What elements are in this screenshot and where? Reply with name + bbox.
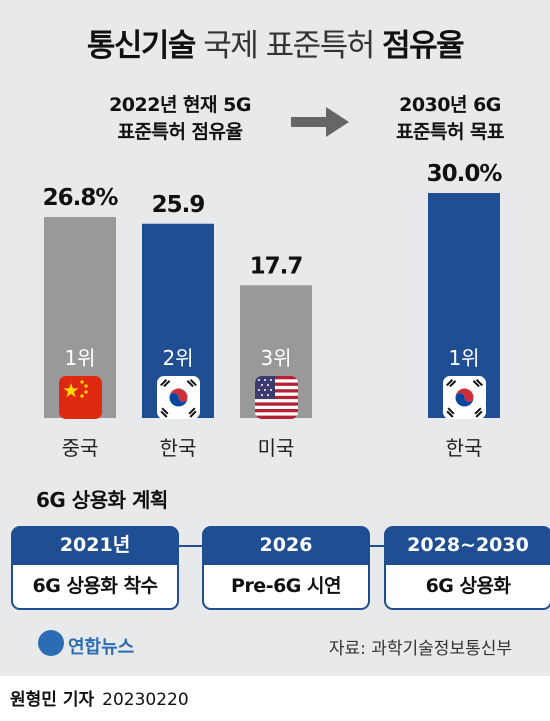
- rank-label-0: 1위: [64, 346, 95, 370]
- usa-flag-icon: [255, 376, 298, 419]
- logo-text: 연합뉴스: [68, 637, 135, 658]
- category-label-1: 한국: [160, 436, 197, 460]
- byline-date: 20230220: [102, 690, 189, 710]
- rank-label-1: 2위: [162, 346, 193, 370]
- title-bold-2: 점유율: [382, 28, 465, 64]
- source-note: 자료: 과학기술정보통신부: [328, 639, 512, 659]
- category-label-3: 한국: [446, 436, 483, 460]
- page-title: 통신기술 국제 표준특허 점유율: [0, 20, 550, 65]
- title-light: 국제 표준특허: [203, 28, 375, 64]
- plan-step: 2026 Pre-6G 시연: [202, 526, 370, 610]
- plan-step-year: 2026: [202, 526, 370, 565]
- plan-step-year: 2021년: [11, 526, 179, 565]
- byline: 원형민 기자 20230220: [10, 685, 189, 710]
- plan-step: 2028~2030 6G 상용화: [384, 526, 550, 610]
- plan-title: 6G 상용화 계획: [36, 488, 168, 512]
- infographic-panel: 통신기술 국제 표준특허 점유율 2022년 현재 5G 표준특허 점유율 20…: [0, 0, 550, 676]
- category-label-2: 미국: [258, 436, 295, 460]
- byline-name: 원형민 기자: [10, 690, 95, 710]
- korea-flag-icon: [443, 376, 486, 419]
- value-label-2: 17.7: [250, 253, 303, 279]
- china-flag-icon: [59, 376, 102, 419]
- plan-step-text: 6G 상용화 착수: [11, 565, 179, 610]
- rank-label-3: 1위: [448, 346, 479, 370]
- category-label-0: 중국: [62, 436, 99, 460]
- right-arrow-icon: [291, 107, 349, 137]
- left-heading-line2: 표준특허 점유율: [117, 121, 243, 143]
- right-heading: 2030년 6G 표준특허 목표: [345, 92, 550, 146]
- right-heading-line2: 표준특허 목표: [396, 121, 505, 143]
- plan-step-text: 6G 상용화: [384, 565, 550, 610]
- title-bold-1: 통신기술: [86, 28, 197, 64]
- left-heading-line1: 2022년 현재 5G: [109, 94, 251, 116]
- plan-step: 2021년 6G 상용화 착수: [11, 526, 179, 610]
- right-heading-line1: 2030년 6G: [399, 94, 501, 116]
- value-label-0: 26.8%: [43, 185, 119, 211]
- value-label-1: 25.9: [152, 192, 205, 218]
- value-label-3: 30.0%: [427, 161, 503, 187]
- left-heading: 2022년 현재 5G 표준특허 점유율: [70, 92, 290, 146]
- plan-step-text: Pre-6G 시연: [202, 565, 370, 610]
- yonhap-logo-icon: [38, 630, 64, 656]
- korea-flag-icon: [157, 376, 200, 419]
- plan-step-year: 2028~2030: [384, 526, 550, 565]
- rank-label-2: 3위: [260, 346, 291, 370]
